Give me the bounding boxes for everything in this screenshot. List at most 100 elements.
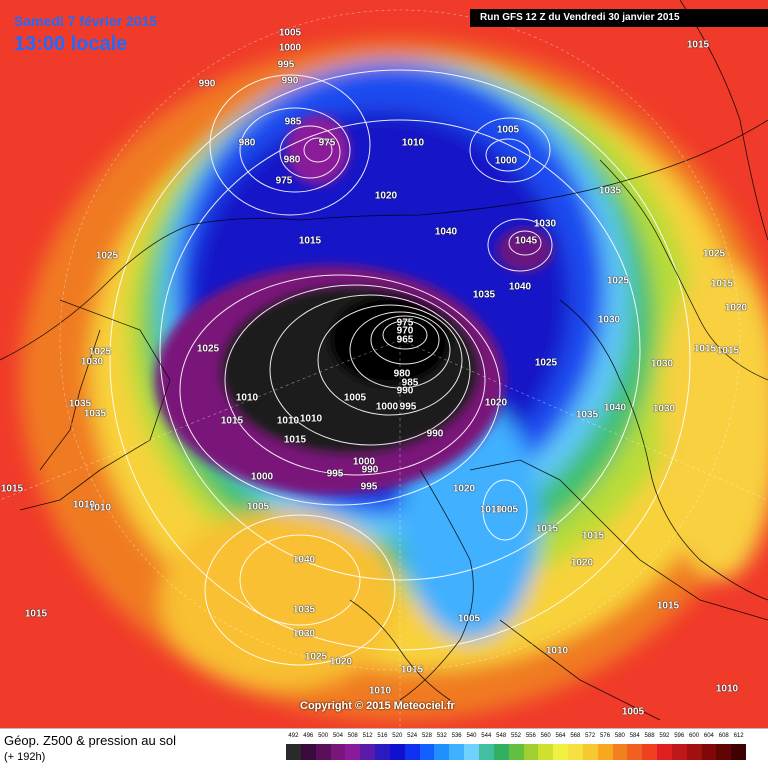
pressure-label: 1035 [598, 185, 622, 197]
pressure-label: 1035 [575, 409, 599, 421]
pressure-label: 1030 [652, 403, 676, 415]
pressure-label: 1020 [570, 557, 594, 569]
scale-tick-label: 532 [436, 733, 447, 739]
pressure-label: 995 [326, 468, 344, 480]
pressure-label: 1015 [686, 39, 710, 51]
color-scale-labels: 492 496 500 504 508 512 516 520 524 528 532 536 540 5… [286, 733, 746, 743]
pressure-label: 1000 [250, 471, 274, 483]
pressure-label: 1030 [650, 358, 674, 370]
scale-tick-label: 552 [510, 733, 522, 739]
scale-tick-label: 548 [496, 733, 507, 739]
pressure-label: 1030 [597, 314, 621, 326]
graticule [0, 9, 768, 728]
color-swatch [582, 744, 598, 760]
color-swatch [657, 744, 672, 760]
pressure-label: 990 [281, 75, 299, 87]
pressure-label: 1005 [621, 706, 645, 718]
pressure-label: 1005 [246, 501, 270, 513]
forecast-time: 13:00 locale [14, 33, 128, 55]
pressure-label: 1025 [95, 250, 119, 262]
scale-tick-label: 544 [481, 733, 492, 739]
pressure-label: 970 [396, 325, 414, 337]
pressure-label: 1035 [292, 604, 316, 616]
color-swatch [478, 744, 494, 760]
pressure-label: 995 [277, 59, 295, 71]
color-swatch [508, 744, 524, 760]
pressure-label: 1035 [83, 408, 107, 420]
pressure-label: 1040 [603, 402, 627, 414]
pressure-label: 1010 [545, 645, 569, 657]
pressure-label: 1025 [702, 248, 726, 260]
pressure-label: 985 [284, 116, 302, 128]
color-swatch [568, 744, 583, 760]
pressure-label: 975 [396, 317, 414, 329]
weather-map [0, 0, 768, 728]
pressure-label: 1015 [716, 345, 740, 357]
pressure-label: 1035 [68, 398, 92, 410]
pressure-label: 1020 [484, 397, 508, 409]
pressure-label: 1010 [235, 392, 259, 404]
scale-tick-label: 576 [600, 733, 611, 739]
pressure-label: 1030 [292, 628, 316, 640]
z500-low-black-core-2 [330, 295, 450, 385]
pressure-label: 1015 [400, 664, 424, 676]
pressure-label: 985 [401, 377, 419, 389]
pressure-label: 1000 [375, 401, 399, 413]
scale-tick-label: 612 [733, 733, 744, 739]
color-swatch [493, 744, 509, 760]
pressure-label: 1005 [343, 392, 367, 404]
scale-tick-label: 592 [659, 733, 670, 739]
z500-low-purple-ne [497, 228, 553, 272]
scale-tick-label: 584 [629, 733, 640, 739]
scale-tick-label: 580 [614, 733, 625, 739]
pressure-label: 1005 [457, 613, 481, 625]
isobar-lines [109, 69, 691, 666]
scale-tick-label: 520 [392, 733, 403, 739]
pressure-label: 975 [318, 137, 336, 149]
pressure-label: 1010 [299, 413, 323, 425]
pressure-label: 1020 [329, 656, 353, 668]
color-swatch [360, 744, 376, 760]
scale-tick-label: 564 [555, 733, 566, 739]
scale-tick-label: 600 [689, 733, 700, 739]
color-swatch [419, 744, 435, 760]
scale-tick-label: 512 [362, 733, 373, 739]
color-swatch [671, 744, 687, 760]
forecast-date: Samedi 7 février 2015 [14, 13, 158, 29]
pressure-label: 1035 [472, 289, 496, 301]
color-swatch [731, 744, 747, 760]
pressure-label: 1020 [724, 302, 748, 314]
scale-tick-label: 500 [318, 733, 329, 739]
color-swatch [627, 744, 643, 760]
color-swatch [330, 744, 346, 760]
color-swatch [449, 744, 465, 760]
pressure-label: 1020 [374, 190, 398, 202]
pressure-label: 995 [360, 481, 378, 493]
pressure-label: 1000 [494, 155, 518, 167]
scale-tick-label: 516 [377, 733, 388, 739]
color-swatch [434, 744, 450, 760]
model-run-label: Run GFS 12 Z du Vendredi 30 janvier 2015 [470, 9, 768, 27]
pressure-label: 1020 [452, 483, 476, 495]
pressure-label: 975 [275, 175, 293, 187]
pressure-label: 1030 [80, 356, 104, 368]
scale-tick-label: 596 [674, 733, 685, 739]
scale-tick-label: 572 [585, 733, 596, 739]
pressure-label: 1010 [401, 137, 425, 149]
pressure-label: 1010 [88, 502, 112, 514]
scale-tick-label: 556 [525, 733, 536, 739]
pressure-label: 965 [396, 334, 414, 346]
scale-tick-label: 496 [303, 733, 314, 739]
pressure-label: 1015 [283, 434, 307, 446]
pressure-label: 980 [393, 368, 411, 380]
pressure-label: 1040 [508, 281, 532, 293]
pressure-label: 1000 [352, 456, 376, 468]
pressure-label: 1010 [715, 683, 739, 695]
pressure-label: 1040 [292, 554, 316, 566]
scale-tick-label: 560 [540, 733, 551, 739]
color-swatch [404, 744, 420, 760]
color-swatch [538, 744, 554, 760]
color-swatch [597, 744, 613, 760]
pressure-label: 980 [238, 137, 256, 149]
color-swatch [523, 744, 539, 760]
